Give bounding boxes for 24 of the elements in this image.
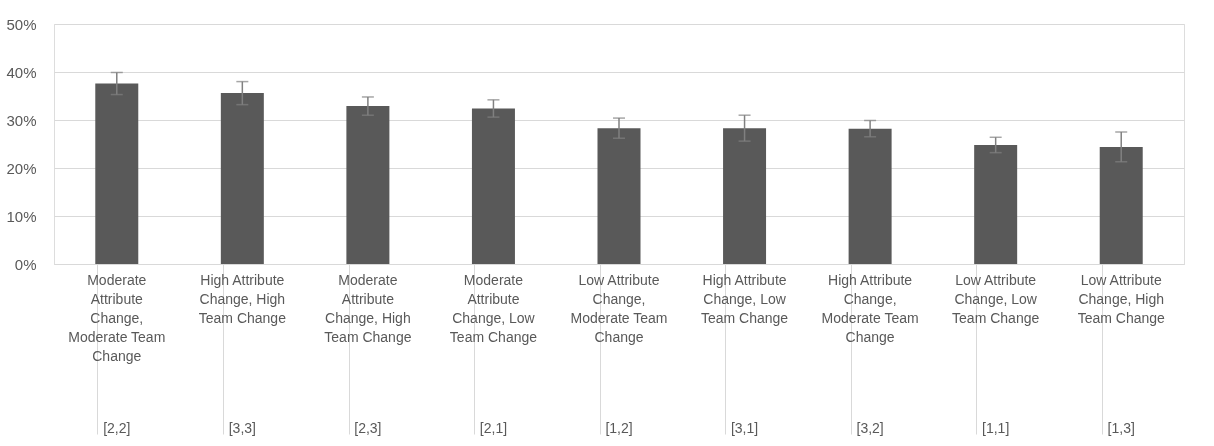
y-tick-label: 50% <box>6 15 37 33</box>
x-tick-label: High Attribute Change, High Team Change <box>198 272 287 326</box>
y-tick-label: 0% <box>14 255 37 273</box>
text: [2,2] <box>103 420 131 436</box>
text: [2,3] <box>354 420 382 436</box>
y-tick-label: 20% <box>6 159 37 177</box>
text: [3,2] <box>856 420 884 436</box>
x-tick-label: Moderate Attribute Change, High Team Change <box>324 272 412 345</box>
x-tick-label: High Attribute Change, Low Team Change <box>700 272 789 326</box>
text: [1,1] <box>982 420 1010 436</box>
x-tick-label: High Attribute Change, Moderate Team Change <box>821 272 919 345</box>
text: [3,3] <box>228 420 256 436</box>
text: [1,2] <box>605 420 633 436</box>
x-tick-label: Moderate Attribute Change, Moderate Team Change <box>68 272 166 364</box>
text: [3,1] <box>730 420 759 436</box>
y-tick-label: 10% <box>6 207 37 225</box>
text: [2,1] <box>479 420 508 436</box>
x-tick-label: Low Attribute Change, Moderate Team Change <box>570 272 668 345</box>
y-tick-label: 40% <box>6 63 37 81</box>
x-tick-label: Low Attribute Change, High Team Change <box>1077 272 1166 326</box>
text: [1,3] <box>1107 420 1135 436</box>
y-tick-label: 30% <box>6 111 37 129</box>
x-tick-label: Moderate Attribute Change, Low Team Change <box>449 272 538 345</box>
x-tick-label: Low Attribute Change, Low Team Change <box>952 272 1040 326</box>
